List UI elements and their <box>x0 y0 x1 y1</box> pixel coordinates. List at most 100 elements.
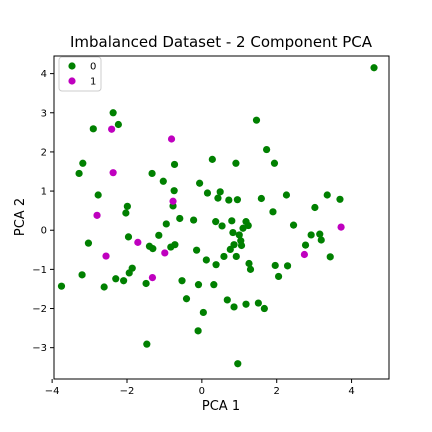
data-point-series-0 <box>230 241 238 249</box>
data-point-series-0 <box>336 195 344 203</box>
y-tick-label: 4 <box>41 69 47 80</box>
data-point-series-0 <box>202 256 210 264</box>
data-point-series-0 <box>218 222 226 230</box>
data-point-series-0 <box>100 283 108 291</box>
data-point-series-0 <box>270 159 279 167</box>
legend-label-1: 1 <box>90 77 96 88</box>
data-point-series-0 <box>122 209 130 217</box>
data-point-series-0 <box>229 228 237 237</box>
data-point-series-0 <box>176 214 184 223</box>
data-point-series-0 <box>114 120 122 129</box>
data-point-series-0 <box>307 231 315 239</box>
data-point-series-0 <box>79 159 87 167</box>
data-points <box>57 64 378 368</box>
data-point-series-0 <box>112 275 120 283</box>
data-point-series-0 <box>57 282 66 290</box>
data-point-series-0 <box>128 264 136 272</box>
data-point-series-0 <box>193 246 201 254</box>
data-point-series-0 <box>282 191 291 199</box>
data-point-series-0 <box>75 169 83 178</box>
data-point-series-0 <box>203 189 212 197</box>
data-point-series-0 <box>232 252 240 261</box>
data-point-series-0 <box>235 231 243 239</box>
data-point-series-0 <box>252 116 261 124</box>
data-point-series-0 <box>171 241 179 249</box>
data-point-series-1 <box>134 238 142 246</box>
data-point-series-0 <box>233 196 242 204</box>
data-point-series-0 <box>311 203 319 212</box>
data-point-series-0 <box>242 300 250 308</box>
y-tick-label: 0 <box>41 226 47 237</box>
data-point-series-0 <box>208 155 216 163</box>
data-point-series-0 <box>120 277 128 285</box>
data-point-series-0 <box>194 327 202 335</box>
y-axis-label: PCA 2 <box>13 198 28 236</box>
data-point-series-0 <box>123 202 131 210</box>
legend-label-0: 0 <box>90 62 96 73</box>
data-point-series-0 <box>245 259 253 268</box>
x-tick-label: 4 <box>348 386 354 397</box>
data-point-series-0 <box>223 296 231 304</box>
data-point-series-0 <box>216 188 224 196</box>
x-axis-ticks: −4 −2 0 2 4 <box>45 379 355 397</box>
y-axis-ticks: −3 −2 −1 0 1 2 3 4 <box>32 69 54 354</box>
data-point-series-0 <box>124 233 133 241</box>
x-axis-label: PCA 1 <box>202 399 240 414</box>
x-tick-label: 0 <box>199 386 205 397</box>
data-point-series-0 <box>143 340 151 348</box>
data-point-series-0 <box>170 160 179 169</box>
legend-marker-1 <box>68 77 76 85</box>
data-point-series-0 <box>257 194 265 203</box>
data-point-series-0 <box>246 265 255 273</box>
legend-marker-0 <box>68 62 76 70</box>
data-point-series-0 <box>142 279 150 288</box>
data-point-series-0 <box>212 261 220 269</box>
x-tick-label: 2 <box>274 386 280 397</box>
data-point-series-0 <box>220 252 228 261</box>
data-point-series-0 <box>228 217 236 225</box>
data-point-series-0 <box>326 253 334 261</box>
y-tick-label: 3 <box>41 108 47 119</box>
data-point-series-1 <box>109 169 117 177</box>
data-point-series-1 <box>108 125 116 133</box>
data-point-series-0 <box>210 281 218 289</box>
y-tick-label: −1 <box>32 265 47 276</box>
data-point-series-0 <box>109 109 117 117</box>
data-point-series-1 <box>148 273 157 282</box>
data-point-series-0 <box>148 169 156 178</box>
y-tick-label: 2 <box>41 147 47 158</box>
legend: 01 <box>58 56 102 92</box>
data-point-series-0 <box>237 241 246 250</box>
data-point-series-1 <box>102 252 110 260</box>
data-point-series-0 <box>323 191 331 199</box>
data-point-series-1 <box>167 135 176 143</box>
data-point-series-0 <box>190 216 198 224</box>
data-point-series-0 <box>370 64 378 72</box>
data-point-series-0 <box>283 262 292 270</box>
data-point-series-0 <box>214 194 222 202</box>
data-point-series-0 <box>89 125 97 133</box>
data-point-series-0 <box>274 272 283 281</box>
data-point-series-0 <box>244 221 252 230</box>
data-point-series-1 <box>300 250 309 259</box>
data-point-series-0 <box>199 308 207 317</box>
data-point-series-0 <box>269 208 277 216</box>
data-point-series-0 <box>260 304 268 313</box>
data-point-series-0 <box>178 277 186 285</box>
data-point-series-0 <box>194 281 203 289</box>
data-point-series-0 <box>234 360 242 368</box>
data-point-series-0 <box>316 230 324 238</box>
x-tick-label: −2 <box>120 386 135 397</box>
data-point-series-0 <box>225 196 233 204</box>
data-point-series-1 <box>169 197 177 205</box>
axes-frame <box>53 55 390 380</box>
data-point-series-1 <box>161 249 169 257</box>
data-point-series-0 <box>254 299 262 307</box>
data-point-series-0 <box>94 191 102 199</box>
data-point-series-0 <box>301 241 310 249</box>
data-point-series-1 <box>93 211 101 219</box>
data-point-series-0 <box>182 295 191 303</box>
data-point-series-0 <box>155 231 163 239</box>
data-point-series-0 <box>317 236 325 244</box>
